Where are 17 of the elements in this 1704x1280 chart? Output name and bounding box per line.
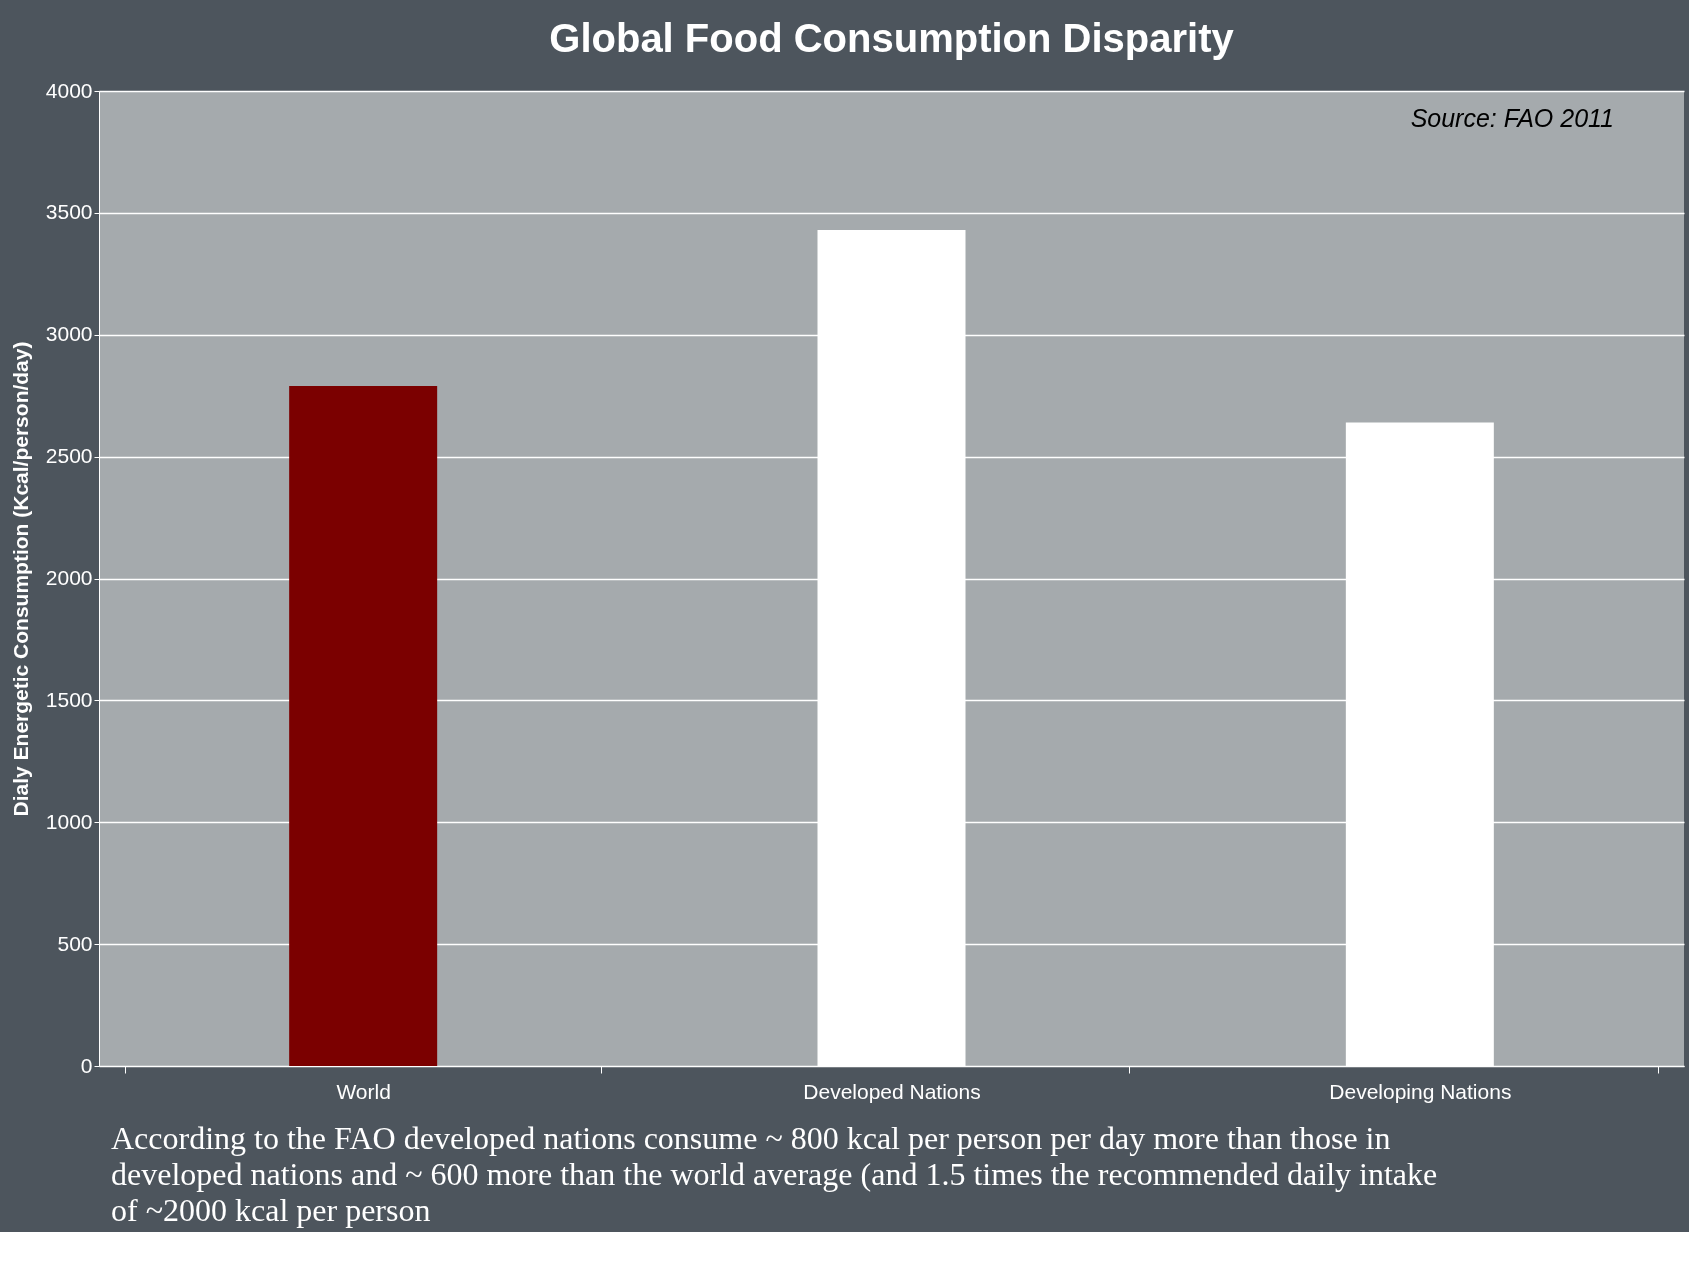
y-tick-label: 1000 [45, 809, 93, 833]
chart-title: Global Food Consumption Disparity [549, 16, 1235, 60]
x-tick-label: Developed Nations [803, 1079, 981, 1103]
y-tick-label: 0 [80, 1053, 93, 1077]
y-tick-label: 3000 [45, 322, 93, 346]
y-tick-label: 2500 [45, 444, 93, 468]
text: According to the FAO developed nations consume ~ 800 kcal per person per day more than those in developed nations and ~ 600 more than the world average (and 1.5 times the recommended daily intake of ~2000 kcal per person [111, 1120, 1438, 1228]
y-tick-label: 1500 [45, 687, 93, 711]
x-tick-label: World [336, 1079, 391, 1103]
annotation: Source: FAO 2011 [1410, 104, 1614, 132]
y-tick-label: 2000 [45, 566, 93, 589]
y-axis-title: Dialy Energetic Consumption (Kcal/person/day) [8, 341, 32, 817]
y-tick-label: 3500 [45, 200, 93, 224]
y-tick-label: 4000 [45, 78, 93, 102]
y-tick-label: 500 [57, 931, 93, 955]
x-tick-label: Developing Nations [1329, 1079, 1512, 1103]
bar [289, 385, 438, 1066]
